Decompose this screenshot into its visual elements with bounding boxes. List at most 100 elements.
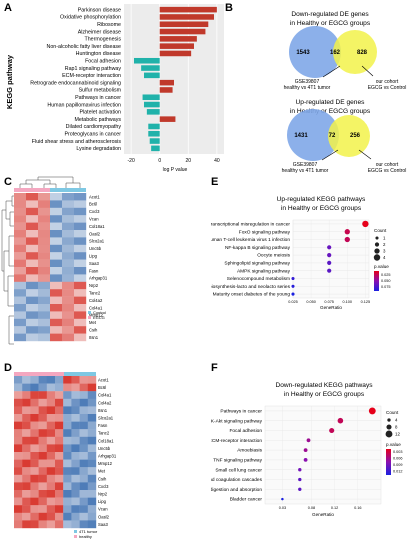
legend-count-dot	[387, 418, 391, 422]
heatmap-cell	[50, 296, 63, 305]
heatmap-cell	[22, 383, 31, 392]
dot	[303, 448, 308, 452]
heatmap-cell	[71, 421, 80, 430]
gene-label: Arhgap31	[89, 276, 108, 281]
legend-count-dot	[374, 248, 380, 254]
venn-bottom-left-label-2: healthy vs 4T1 tumor	[282, 168, 329, 174]
x-tick-label: 0.025	[288, 300, 298, 304]
heatmap-cell	[14, 414, 23, 422]
legend-count-title: Count	[386, 410, 399, 415]
pvalue-color-bar	[374, 271, 379, 291]
gene-label: Lipg	[98, 499, 107, 504]
panel-b-label: B	[225, 2, 233, 14]
heatmap-cell	[63, 505, 72, 513]
heatmap-cell	[50, 230, 63, 238]
category-label: Small cell lung cancer	[215, 467, 262, 473]
panel-b-venn-diagrams: Down-regulated DE genes in Healthy or EG…	[282, 11, 407, 174]
heatmap-cell	[22, 474, 31, 483]
heatmap-cell	[74, 267, 87, 275]
heatmap-cell	[74, 259, 87, 268]
dot	[303, 458, 308, 462]
heatmap-cell	[14, 289, 27, 297]
bar	[134, 57, 160, 64]
heatmap-cell	[79, 467, 88, 475]
legend-label-healthy: healthy	[79, 534, 92, 539]
heatmap-cell	[87, 497, 97, 506]
heatmap-cell	[50, 304, 63, 312]
heatmap-cell	[46, 398, 56, 407]
dot	[298, 477, 302, 482]
x-tick-label: -20	[128, 158, 135, 164]
heatmap-cell	[71, 467, 80, 475]
heatmap-cell	[38, 436, 47, 445]
category-label: Platelet activation	[79, 110, 121, 116]
heatmap-cell	[38, 215, 51, 223]
venn-top-left-label-2: healthy vs 4T1 tumor	[284, 85, 331, 91]
heatmap-cell	[87, 444, 97, 453]
heatmap-cell	[46, 444, 56, 453]
category-label: Sulfur metabolism	[79, 88, 122, 94]
heatmap-cell	[63, 467, 72, 475]
gene-label: Unc5b	[89, 246, 102, 251]
x-tick-label: 0.12	[331, 506, 338, 510]
heatmap-cell	[62, 311, 75, 319]
heatmap-cell	[50, 274, 63, 282]
dot	[337, 417, 344, 424]
dot	[291, 284, 295, 288]
bar	[144, 72, 160, 79]
heatmap-cell	[79, 398, 88, 407]
gene-label: Acot1	[89, 194, 100, 199]
venn-bottom-left-count: 1431	[294, 133, 308, 139]
heatmap-cell	[30, 391, 39, 399]
bar	[159, 21, 209, 28]
heatmap-cell	[30, 490, 39, 498]
heatmap-cell	[79, 414, 88, 422]
dot	[327, 268, 332, 273]
category-label: FoxO signaling pathway	[239, 229, 291, 235]
heatmap-cell	[79, 505, 88, 513]
heatmap-cell	[14, 207, 27, 216]
heatmap-cell	[38, 520, 47, 529]
heatmap-cell	[74, 274, 87, 282]
dot	[298, 487, 302, 491]
category-label: Transcriptional misregulation in cancer	[211, 222, 290, 228]
x-tick-label: 20	[186, 158, 192, 164]
category-label: Pathways in cancer	[75, 95, 121, 101]
heatmap-cell	[63, 398, 72, 407]
heatmap-cell	[50, 200, 63, 208]
heatmap-cell	[79, 444, 88, 453]
heatmap-cell	[14, 281, 27, 290]
venn-bottom-right-circle	[328, 115, 370, 157]
heatmap-cell	[74, 296, 87, 305]
heatmap-cell	[62, 244, 75, 253]
category-label: Complement and coagulation cascades	[211, 477, 263, 483]
gene-label: Arhgap31	[98, 453, 117, 458]
heatmap-cell	[62, 237, 75, 245]
category-label: Human T-cell leukemia virus 1 infection	[211, 237, 290, 243]
x-tick-label: 0.125	[361, 300, 371, 304]
heatmap-cell	[26, 281, 39, 290]
heatmap-cell	[30, 452, 39, 460]
bar	[159, 50, 192, 57]
panel-e-dot-plot: Up-regulated KEGG pathways in Healthy or…	[211, 196, 391, 310]
gene-label: Oasl2	[89, 231, 101, 236]
heatmap-cell	[22, 398, 31, 407]
legend-count-label: 4	[383, 255, 386, 260]
heatmap-cell	[87, 429, 97, 437]
legend-label-egcg: EGCG	[93, 315, 105, 320]
heatmap-cell	[55, 474, 64, 483]
heatmap-cell	[55, 383, 64, 392]
heatmap-cell	[62, 200, 75, 208]
heatmap-cell	[55, 482, 64, 491]
heatmap-cell	[71, 383, 80, 392]
heatmap-cell	[71, 490, 80, 498]
heatmap-cell	[87, 391, 97, 399]
gene-label: Col18a1	[98, 438, 114, 443]
gene-label: Col4a2	[89, 298, 103, 303]
heatmap-cell	[62, 259, 75, 268]
legend-pvalue-title: p.value	[374, 264, 389, 269]
gene-label: Unc5b	[98, 446, 111, 451]
heatmap-cell	[22, 459, 31, 468]
category-label: Parkinson disease	[78, 7, 121, 13]
bar	[144, 101, 160, 108]
